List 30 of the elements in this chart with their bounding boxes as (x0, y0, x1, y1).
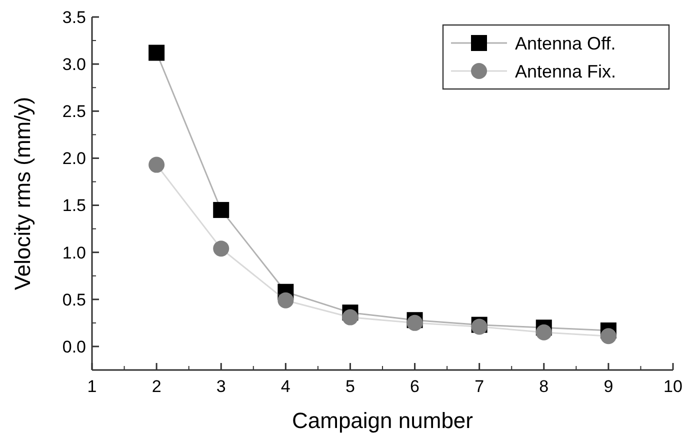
y-axis-title: Velocity rms (mm/y) (10, 96, 35, 290)
x-tick-label: 5 (345, 377, 355, 396)
y-tick-label: 2.0 (62, 149, 86, 168)
x-tick-label: 10 (664, 377, 682, 396)
point (278, 292, 294, 308)
point (536, 324, 552, 340)
y-tick-label: 3.0 (62, 55, 86, 74)
point (213, 202, 230, 218)
x-axis-title: Campaign number (292, 408, 473, 433)
point (600, 328, 616, 344)
y-tick-label: 0.0 (62, 337, 86, 356)
x-tick-label: 2 (152, 377, 162, 396)
x-tick-label: 7 (474, 377, 484, 396)
point (148, 156, 165, 173)
x-tick-label: 1 (87, 377, 97, 396)
legend-label: Antenna Off. (515, 33, 616, 54)
y-tick-label: 1.0 (62, 243, 86, 262)
y-tick-label: 3.5 (62, 8, 86, 27)
x-tick-label: 6 (410, 377, 420, 396)
point (148, 44, 165, 61)
x-tick-label: 3 (216, 377, 226, 396)
x-tick-label: 8 (539, 377, 549, 396)
y-tick-label: 2.5 (62, 102, 86, 122)
y-tick-label: 1.5 (62, 196, 86, 216)
point (213, 240, 230, 257)
x-tick-label: 4 (280, 377, 290, 396)
x-tick-label: 9 (604, 377, 614, 396)
point (342, 309, 358, 326)
legend-label: Antenna Fix. (515, 61, 616, 82)
y-tick-label: 0.5 (62, 290, 86, 310)
